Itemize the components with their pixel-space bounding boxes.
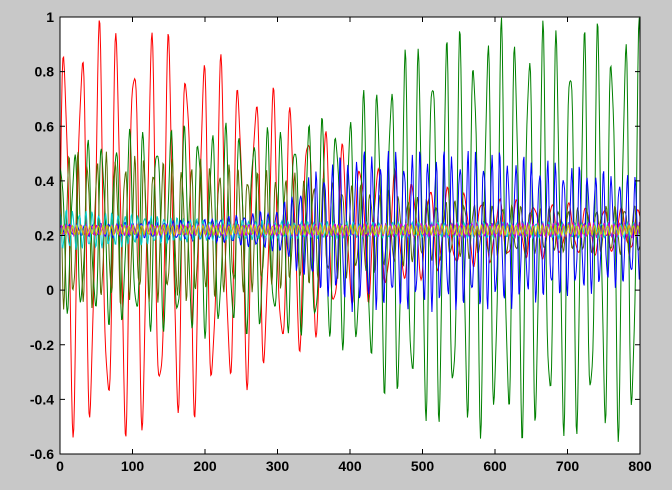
x-tick-label: 100	[121, 458, 145, 474]
y-tick-label: -0.4	[30, 391, 54, 407]
y-tick-label: 0.4	[35, 173, 55, 189]
x-tick-label: 600	[483, 458, 507, 474]
y-tick-label: 1	[46, 9, 54, 25]
series-layer	[59, 17, 641, 442]
x-tick-label: 800	[628, 458, 652, 474]
x-tick-label: 0	[56, 458, 64, 474]
series-line-2	[59, 17, 641, 442]
y-tick-label: -0.6	[30, 446, 54, 462]
x-tick-label: 500	[411, 458, 435, 474]
x-tick-label: 400	[338, 458, 362, 474]
y-tick-label: 0	[46, 282, 54, 298]
y-tick-label: 0.8	[35, 64, 55, 80]
x-tick-label: 300	[266, 458, 290, 474]
y-tick-label: 0.2	[35, 228, 55, 244]
x-tick-label: 700	[556, 458, 580, 474]
axis-layer: 0 100 200 300 400 500 600 700 800 -0.6 -0.4 -0.2 0 0.…	[30, 9, 652, 474]
series-line-1	[59, 20, 641, 438]
y-tick-label: -0.2	[30, 337, 54, 353]
series-line-7	[59, 223, 641, 237]
series-line-6	[59, 221, 641, 240]
x-tick-label: 200	[193, 458, 217, 474]
y-tick-label: 0.6	[35, 118, 55, 134]
